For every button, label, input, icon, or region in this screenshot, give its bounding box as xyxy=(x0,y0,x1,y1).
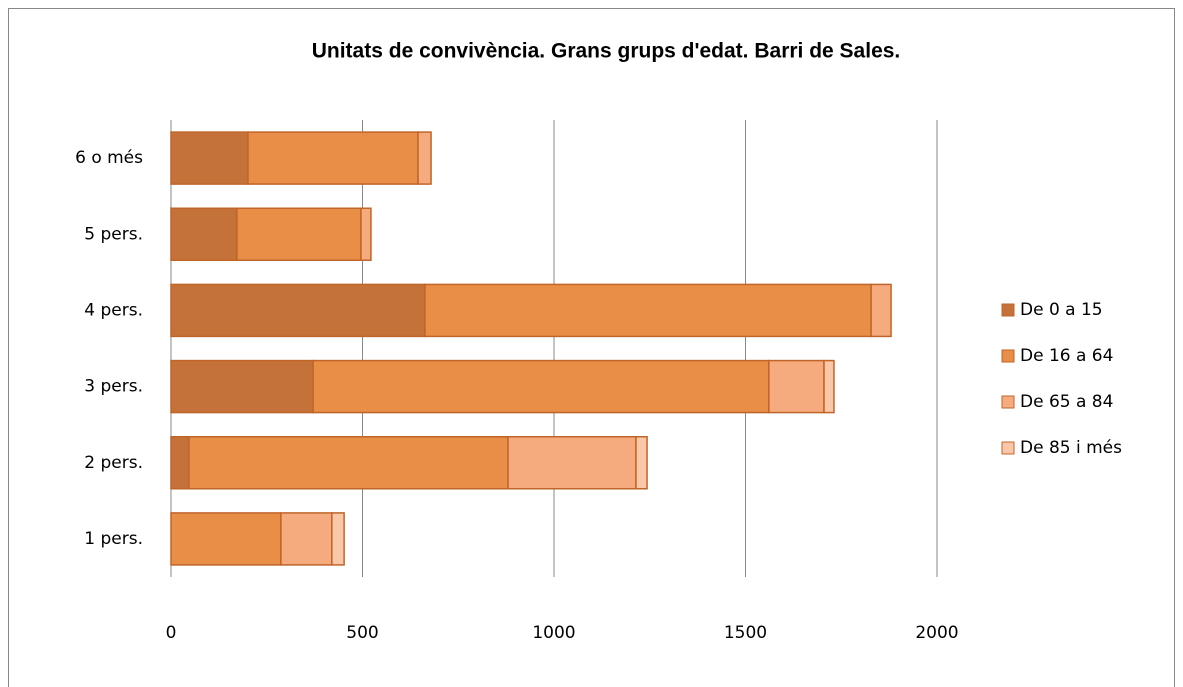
legend-swatch xyxy=(1001,349,1015,363)
legend-swatch xyxy=(1001,303,1015,317)
bar-segment xyxy=(768,359,825,414)
bar-segment xyxy=(417,131,432,185)
bar-segment xyxy=(823,359,835,414)
bar-segment xyxy=(247,131,419,185)
bar-segment xyxy=(635,436,648,490)
bar-segment xyxy=(170,207,238,261)
bar-segment xyxy=(312,359,770,414)
x-tick-label: 1500 xyxy=(724,623,767,643)
bar-segment xyxy=(424,283,872,338)
legend-swatch xyxy=(1001,395,1015,409)
bar-segment xyxy=(331,512,345,566)
legend-label: De 65 a 84 xyxy=(1020,392,1113,412)
chart-frame xyxy=(8,8,1175,687)
bar-segment xyxy=(360,207,372,261)
bar-segment xyxy=(170,131,249,185)
legend-swatch xyxy=(1001,441,1015,455)
bar-segment xyxy=(507,436,637,490)
y-tick-label: 1 pers. xyxy=(84,529,143,549)
legend-label: De 85 i més xyxy=(1020,438,1122,458)
bar-segment xyxy=(170,436,190,490)
bar-segment xyxy=(280,512,333,566)
y-tick-label: 4 pers. xyxy=(84,300,143,320)
bar-segment xyxy=(870,283,892,338)
legend-label: De 0 a 15 xyxy=(1020,300,1103,320)
bar-segment xyxy=(236,207,362,261)
x-tick-label: 2000 xyxy=(915,623,958,643)
legend-label: De 16 a 64 xyxy=(1020,346,1113,366)
bar-segment xyxy=(170,359,314,414)
y-tick-label: 2 pers. xyxy=(84,453,143,473)
chart-title: Unitats de convivència. Grans grups d'ed… xyxy=(312,40,901,63)
x-tick-label: 500 xyxy=(346,623,378,643)
y-tick-label: 5 pers. xyxy=(84,224,143,244)
y-tick-label: 6 o més xyxy=(75,148,143,168)
bar-segment xyxy=(188,436,509,490)
bar-segment xyxy=(170,512,282,566)
x-tick-label: 0 xyxy=(166,623,177,643)
bar-segment xyxy=(170,283,426,338)
y-tick-label: 3 pers. xyxy=(84,377,143,397)
x-tick-label: 1000 xyxy=(532,623,575,643)
